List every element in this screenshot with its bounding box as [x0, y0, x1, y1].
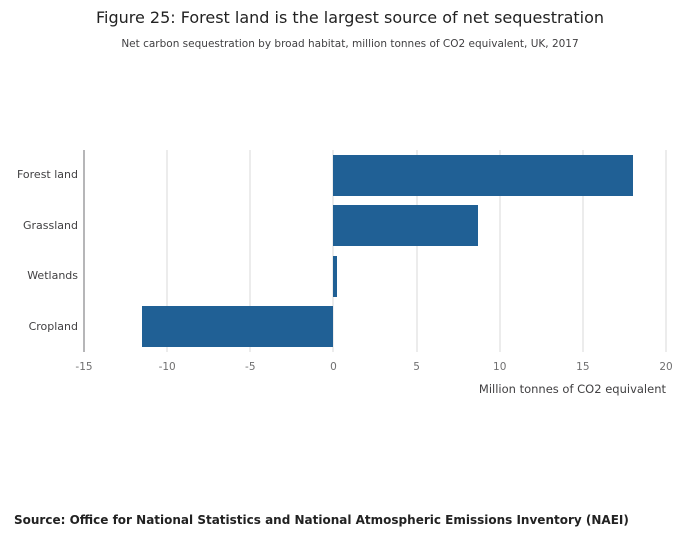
bar-wetlands — [333, 255, 337, 297]
source-note: Source: Office for National Statistics a… — [14, 513, 629, 527]
gridline — [665, 150, 667, 352]
gridline — [499, 150, 501, 352]
y-axis-line — [83, 150, 85, 352]
x-axis-ticks: -15 -10 -5 0 5 10 15 20 — [75, 361, 672, 375]
x-tick-label: 20 — [659, 361, 673, 373]
gridline — [582, 150, 584, 352]
chart-subtitle: Net carbon sequestration by broad habita… — [121, 38, 579, 50]
category-label-cropland: Cropland — [28, 319, 78, 333]
x-tick-label: -10 — [158, 361, 176, 373]
category-label-forest-land: Forest land — [16, 168, 78, 181]
x-tick-label: 0 — [330, 361, 337, 373]
gridline — [166, 150, 168, 352]
category-label-wetlands: Wetlands — [27, 269, 78, 282]
category-label-grassland: Grassland — [23, 218, 78, 232]
x-axis-title: Million tonnes of CO2 equivalent — [478, 382, 666, 396]
gridline — [332, 150, 334, 352]
x-tick-label: 5 — [413, 361, 420, 373]
gridline — [249, 150, 251, 352]
x-tick-label: 15 — [576, 361, 590, 373]
chart-title: Figure 25: Forest land is the largest so… — [95, 8, 605, 27]
bar-forest-land — [333, 154, 633, 196]
plot-area — [83, 150, 667, 352]
x-tick-label: 10 — [493, 361, 507, 373]
bar-cropland — [142, 306, 334, 348]
gridline — [416, 150, 418, 352]
x-tick-label: -15 — [75, 361, 93, 373]
x-tick-label: -5 — [245, 361, 256, 373]
bar-grassland — [333, 205, 479, 247]
